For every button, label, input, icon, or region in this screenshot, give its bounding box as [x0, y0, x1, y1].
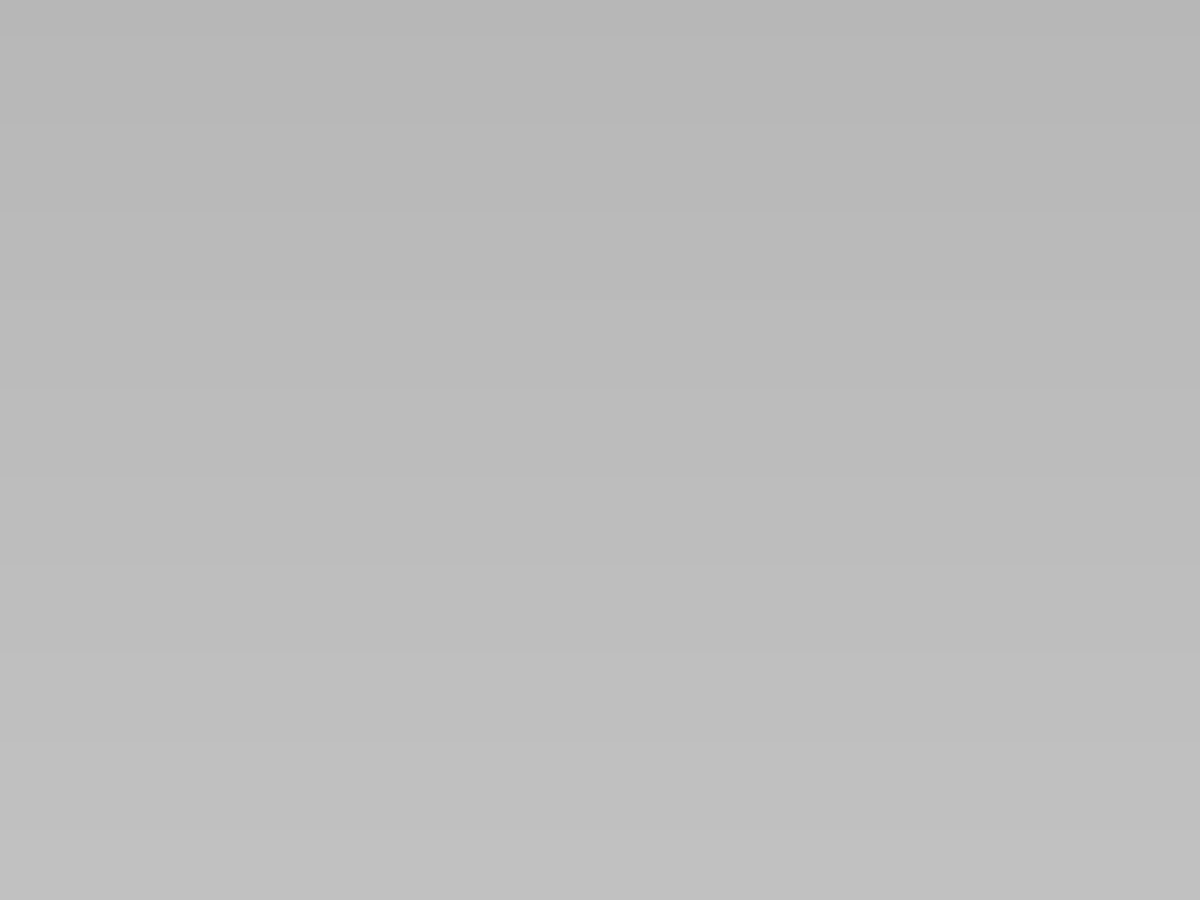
Text: C.: C.	[61, 430, 82, 449]
Text: $17r^2\,\sin\,(2\theta) = 1$: $17r^2\,\sin\,(2\theta) = 1$	[628, 319, 778, 342]
Bar	[440, 838, 486, 890]
Text: $r^2\,\sin\,(2\theta) = 1$: $r^2\,\sin\,(2\theta) = 1$	[106, 428, 232, 452]
Text: The letters x and y represent rectangular coordinates. Write the given equation : The letters x and y represent rectangula…	[17, 25, 1042, 44]
Text: ?: ?	[1058, 855, 1068, 873]
Text: Select the equation in polar coordinates.: Select the equation in polar coordinates…	[17, 215, 384, 233]
Ellipse shape	[682, 161, 737, 189]
Text: $r^2\,\cos\,(2\theta) = 1$: $r^2\,\cos\,(2\theta) = 1$	[106, 319, 236, 342]
Bar	[0, 828, 1091, 900]
Text: $17r^2\,\cos\,(2\theta) = 1$: $17r^2\,\cos\,(2\theta) = 1$	[628, 428, 782, 452]
Text: a: a	[458, 857, 468, 871]
Text: $\mathregular{2}$: $\mathregular{2}$	[89, 330, 101, 348]
Text: $\mathregular{17}$: $\mathregular{17}$	[84, 404, 108, 422]
Circle shape	[317, 842, 356, 886]
Text: $\mathregular{17}$: $\mathregular{17}$	[84, 294, 108, 312]
Text: 17xy = 1: 17xy = 1	[29, 95, 125, 114]
Circle shape	[271, 842, 311, 886]
Circle shape	[190, 842, 229, 886]
Text: •••: •••	[702, 170, 716, 179]
Text: D.: D.	[600, 430, 623, 449]
Text: A.: A.	[61, 320, 83, 339]
Circle shape	[144, 842, 184, 886]
Circle shape	[526, 842, 565, 886]
Circle shape	[571, 842, 611, 886]
Bar	[0, 0, 1091, 18]
Text: B.: B.	[600, 320, 622, 339]
Text: ⚙: ⚙	[853, 854, 874, 874]
Circle shape	[1038, 836, 1088, 892]
Text: $\mathregular{2}$: $\mathregular{2}$	[89, 440, 101, 458]
